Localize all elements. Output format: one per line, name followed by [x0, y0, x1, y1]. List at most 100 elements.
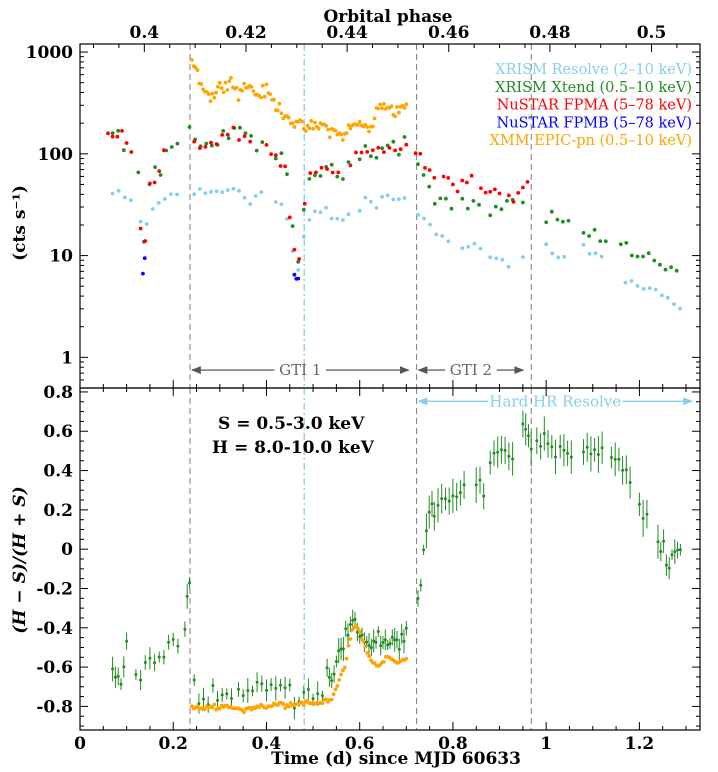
- data-point: [225, 188, 230, 192]
- data-point: [397, 110, 401, 115]
- bottom-panel: 0 0.2 0.4 0.6 0.8 1 1.2 -0.8 -0.6 -0.4 -0.2 0 0.2 0.4…: [10, 383, 701, 769]
- data-point: [116, 674, 120, 678]
- data-point: [544, 242, 549, 247]
- data-point: [260, 140, 265, 145]
- data-point: [378, 102, 383, 107]
- data-point: [635, 254, 640, 259]
- data-point: [234, 85, 239, 90]
- data-point: [455, 495, 459, 499]
- data-point: [369, 154, 373, 159]
- data-point: [404, 102, 409, 107]
- data-point: [122, 195, 127, 200]
- data-point: [628, 481, 632, 484]
- data-point: [427, 168, 432, 172]
- data-point: [125, 639, 129, 643]
- data-point: [465, 180, 469, 185]
- data-point: [423, 166, 427, 170]
- data-point: [313, 120, 317, 125]
- data-point: [558, 445, 562, 448]
- data-point: [535, 439, 539, 443]
- data-point: [348, 623, 352, 626]
- data-point: [376, 145, 381, 150]
- x-tick-label: 0.6: [345, 734, 375, 754]
- data-point: [265, 688, 268, 692]
- data-point: [566, 218, 571, 223]
- data-point: [365, 651, 370, 655]
- data-point: [561, 219, 565, 224]
- data-point: [242, 134, 247, 139]
- data-point: [667, 566, 671, 570]
- data-point: [674, 268, 679, 273]
- data-point: [139, 678, 143, 682]
- data-point: [488, 213, 493, 218]
- data-point: [370, 124, 375, 129]
- top-y-axis-label: (cts s⁻¹): [10, 185, 30, 261]
- y-tick-label: 100: [38, 145, 74, 165]
- data-point: [494, 256, 499, 261]
- data-point: [544, 220, 549, 225]
- data-point: [148, 181, 152, 186]
- data-point: [341, 177, 345, 181]
- data-point: [211, 684, 215, 687]
- data-point: [367, 644, 371, 647]
- data-point: [385, 193, 390, 198]
- data-point: [248, 139, 253, 144]
- data-point: [397, 197, 401, 202]
- data-point: [212, 95, 217, 100]
- data-point: [460, 196, 465, 201]
- y-tick-label: 0.6: [43, 422, 73, 442]
- data-point: [169, 192, 173, 197]
- data-point: [290, 224, 295, 229]
- data-point: [503, 448, 507, 452]
- data-point: [555, 217, 560, 222]
- legend-entry-xrism-resolve-2-10-kev: XRISM Resolve (2–10 keV): [495, 62, 692, 78]
- annotation-gti-2: GTI 2: [417, 361, 525, 379]
- annotation-label: Hard HR Resolve: [489, 392, 621, 410]
- data-point: [320, 701, 325, 706]
- data-point: [670, 553, 674, 557]
- data-point: [316, 126, 321, 131]
- x-tick-label: 0.4: [252, 734, 282, 754]
- data-point: [259, 95, 263, 100]
- data-point: [348, 637, 353, 641]
- data-point: [361, 639, 366, 644]
- data-point: [492, 451, 496, 455]
- data-point: [357, 119, 362, 124]
- data-point: [192, 139, 197, 144]
- data-point: [225, 88, 230, 92]
- data-point: [376, 106, 381, 111]
- data-point: [162, 148, 166, 153]
- data-point: [150, 207, 155, 211]
- data-point: [329, 162, 334, 167]
- data-point: [446, 176, 451, 180]
- data-point: [272, 97, 276, 102]
- data-point: [478, 246, 483, 251]
- data-point: [617, 457, 621, 461]
- annotation-hard-hr-resolve: Hard HR Resolve: [417, 392, 693, 410]
- data-point: [210, 705, 215, 710]
- data-point: [357, 208, 362, 213]
- data-point: [264, 143, 269, 147]
- data-point: [217, 706, 222, 711]
- data-point: [167, 640, 171, 644]
- data-point: [483, 190, 488, 195]
- data-point: [320, 694, 324, 698]
- y-tick-label: 0.8: [43, 383, 73, 403]
- data-point: [330, 679, 334, 683]
- data-point: [339, 132, 343, 137]
- data-point: [477, 202, 481, 207]
- data-point: [434, 232, 439, 237]
- phase-tick-label: 0.5: [637, 23, 667, 43]
- data-point: [603, 239, 608, 244]
- data-point: [624, 241, 629, 245]
- data-point: [382, 102, 386, 106]
- data-point: [521, 185, 525, 190]
- data-point: [319, 165, 324, 170]
- data-point: [569, 455, 573, 459]
- data-point: [393, 114, 397, 119]
- data-point: [382, 150, 386, 155]
- data-point: [221, 129, 226, 133]
- data-point: [598, 239, 603, 244]
- data-point: [202, 697, 205, 701]
- data-point: [348, 126, 353, 131]
